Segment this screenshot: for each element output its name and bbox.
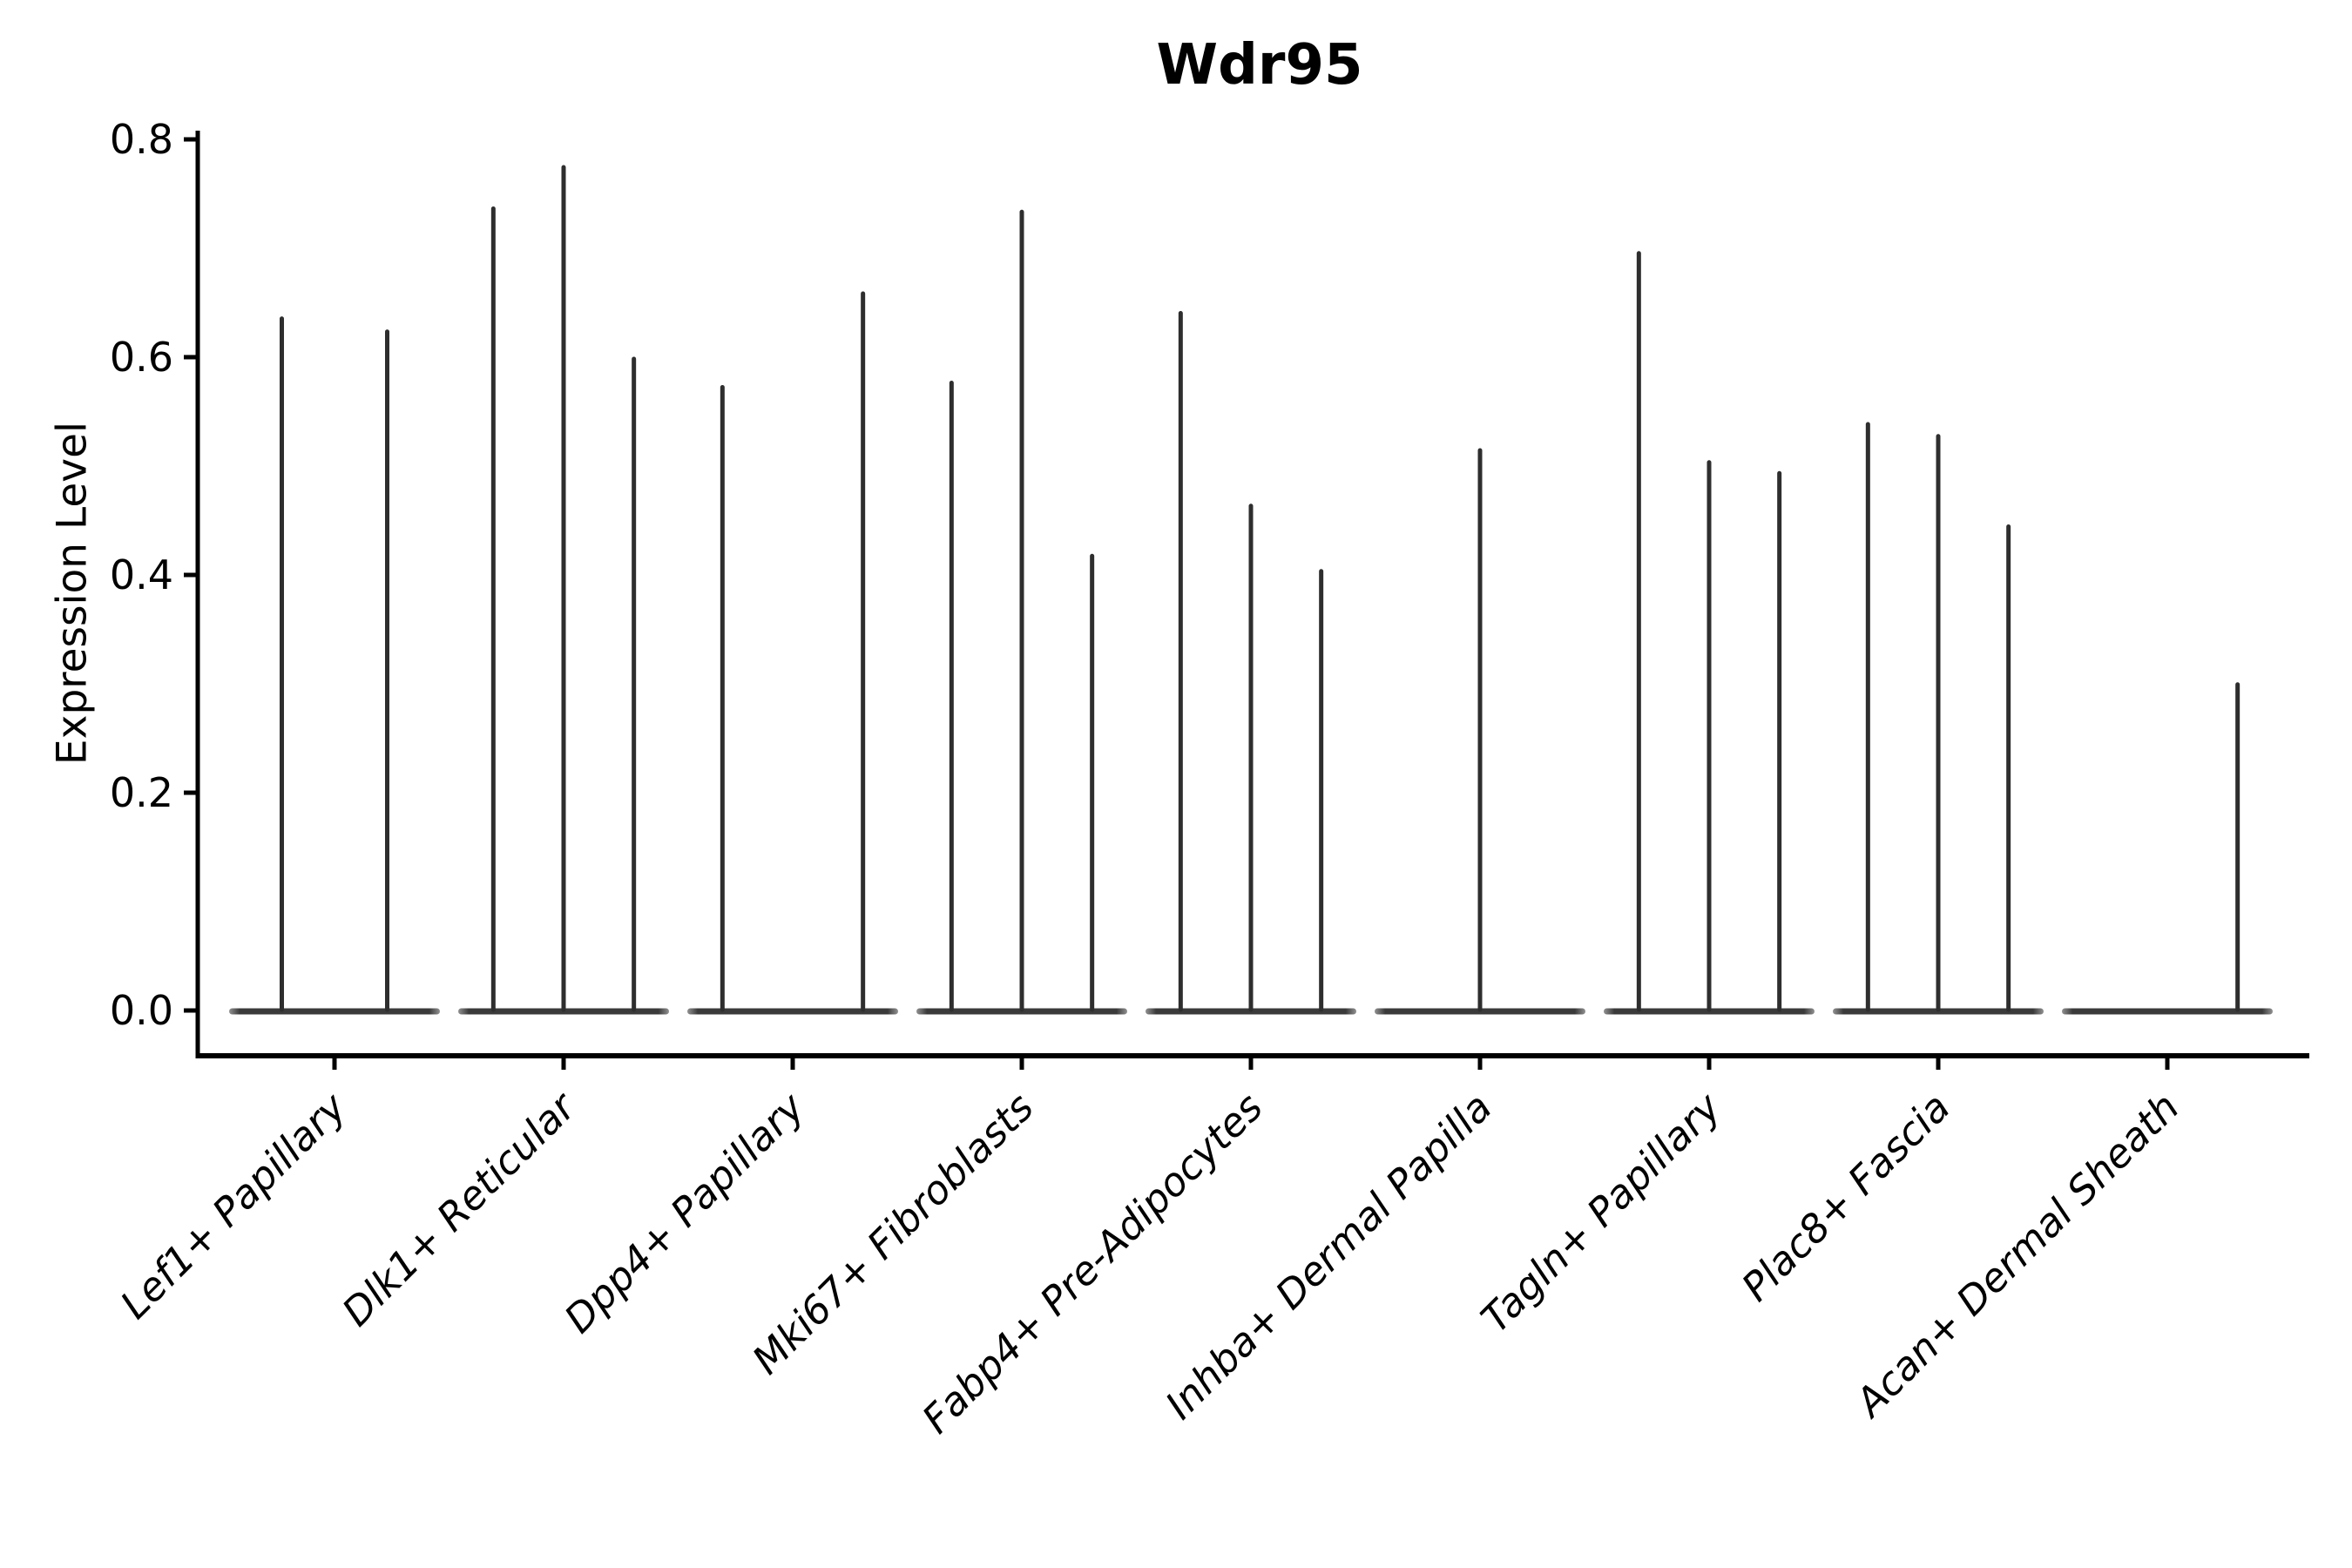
chart-title: Wdr95 [1156, 33, 1363, 98]
x-tick-label: Dlk1+ Reticular [333, 1083, 585, 1335]
x-tick-label: Dpp4+ Papillary [556, 1083, 814, 1342]
violin-baseline [2062, 1008, 2273, 1015]
x-tick-label: Plac8+ Fascia [1733, 1084, 1959, 1310]
violin-baseline [229, 1008, 440, 1015]
x-tick-label: Lef1+ Papillary [112, 1083, 356, 1328]
y-tick-label: 0.6 [110, 334, 173, 381]
violin-baseline [687, 1008, 898, 1015]
y-tick-label: 0.2 [110, 769, 173, 816]
y-tick-label: 0.8 [110, 116, 173, 163]
x-tick-label: Tagln+ Papillary [1472, 1083, 1731, 1342]
y-tick-label: 0.4 [110, 551, 173, 598]
y-tick-label: 0.0 [110, 987, 173, 1034]
